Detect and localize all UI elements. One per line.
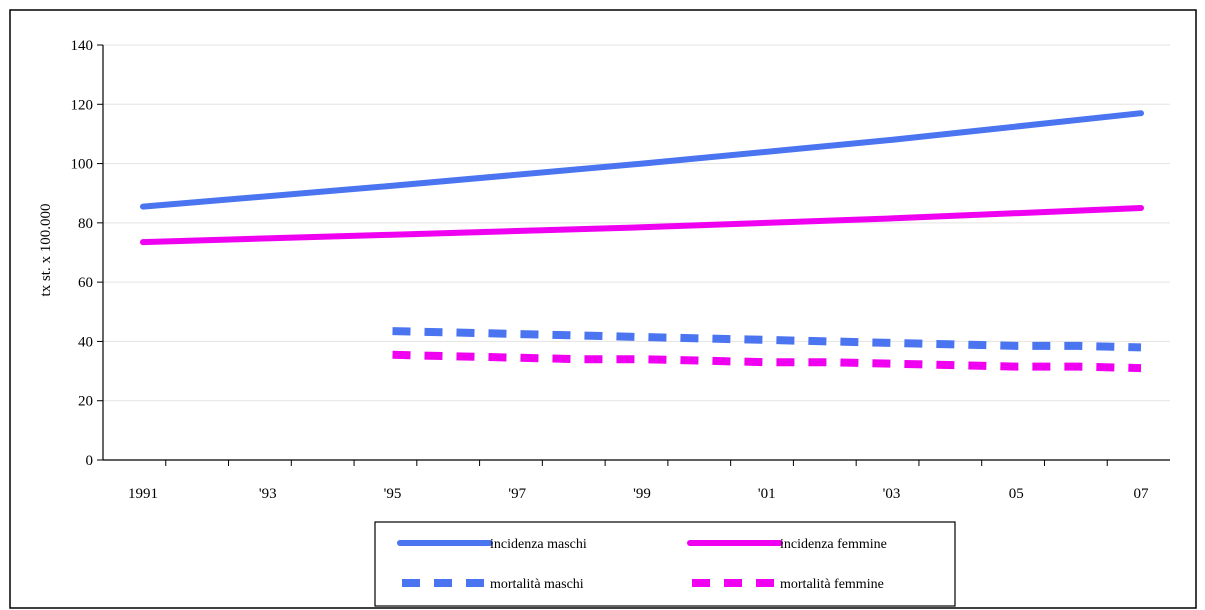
series-lines bbox=[140, 110, 1144, 373]
x-tick-label: 1991 bbox=[128, 486, 158, 502]
legend-label: mortalità femmine bbox=[780, 577, 884, 592]
x-axis-ticks: 1991 '93 '95 '97 '99 '01 '03 05 07 bbox=[128, 460, 1149, 502]
y-axis-ticks: 0 20 40 60 80 100 120 140 bbox=[71, 38, 103, 469]
y-tick-label: 60 bbox=[78, 275, 93, 291]
series-line-0 bbox=[140, 110, 1144, 210]
x-tick-label: '99 bbox=[633, 486, 651, 502]
x-tick-label: '95 bbox=[384, 486, 402, 502]
y-tick-label: 100 bbox=[71, 157, 94, 173]
legend-box bbox=[374, 521, 956, 607]
y-tick-label: 80 bbox=[78, 216, 93, 232]
legend-label: mortalità maschi bbox=[490, 577, 584, 592]
x-tick-label: '03 bbox=[883, 486, 901, 502]
y-tick-label: 0 bbox=[86, 453, 94, 469]
series-line-2 bbox=[392, 327, 1142, 352]
x-tick-label: '93 bbox=[259, 486, 277, 502]
outer-frame bbox=[9, 9, 1197, 609]
y-tick-label: 120 bbox=[71, 97, 94, 113]
y-tick-label: 140 bbox=[71, 38, 94, 54]
x-tick-label: 05 bbox=[1009, 486, 1024, 502]
series-line-3 bbox=[392, 350, 1142, 373]
y-tick-label: 40 bbox=[78, 334, 93, 350]
axes bbox=[102, 45, 1170, 461]
legend: incidenza maschi incidenza femmine mortali… bbox=[374, 521, 956, 607]
legend-label: incidenza femmine bbox=[780, 537, 887, 552]
x-tick-label: 07 bbox=[1134, 486, 1150, 502]
x-tick-label: '01 bbox=[758, 486, 776, 502]
y-axis-label: tx st. x 100.000 bbox=[38, 204, 54, 297]
y-tick-label: 20 bbox=[78, 394, 93, 410]
legend-label: incidenza maschi bbox=[490, 537, 587, 552]
x-tick-label: '97 bbox=[508, 486, 526, 502]
